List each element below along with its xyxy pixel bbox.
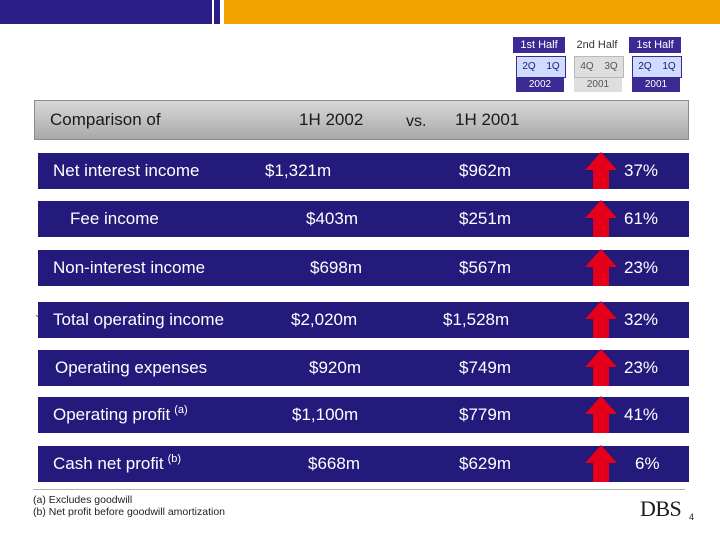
table-row xyxy=(38,153,689,189)
row-label: Net interest income xyxy=(53,153,199,189)
header-period-2002: 1H 2002 xyxy=(299,110,364,129)
change-percent: 61% xyxy=(624,209,659,228)
up-arrow-icon xyxy=(585,349,617,386)
top-bar-blue-small xyxy=(214,0,220,24)
legend-quarter: 2Q xyxy=(638,61,652,72)
top-bar-blue xyxy=(0,0,212,24)
stray-tick-mark: ` xyxy=(35,313,39,327)
legend-quarter: 4Q xyxy=(580,61,594,72)
change-percent: 32% xyxy=(624,310,659,329)
table-row xyxy=(38,250,689,286)
comparison-header xyxy=(34,100,689,140)
legend-year: 2001 xyxy=(632,78,680,92)
value-1h2002: $920m xyxy=(309,358,361,377)
legend-quarter: 1Q xyxy=(546,61,560,72)
value-1h2002: $1,100m xyxy=(292,405,359,424)
row-label-text: Operating profit xyxy=(53,405,171,424)
legend-2h2001-head: 2nd Half xyxy=(576,39,618,51)
row-label: Non-interest income xyxy=(53,250,205,286)
value-1h2001: $251m xyxy=(459,209,511,228)
header-period-2001: 1H 2001 xyxy=(455,110,520,129)
dbs-logo: DBS xyxy=(640,496,682,521)
top-bar-orange xyxy=(224,0,720,24)
value-1h2001: $629m xyxy=(459,454,511,473)
legend-1h2001-quarters: 2Q 1Q xyxy=(632,56,682,78)
value-1h2002: $668m xyxy=(308,454,360,473)
value-1h2001: $749m xyxy=(459,358,511,377)
legend-quarter: 1Q xyxy=(662,61,676,72)
row-label: Operating profit (a) xyxy=(53,397,188,433)
table-row xyxy=(38,201,689,237)
legend-quarter: 3Q xyxy=(604,61,618,72)
row-label-text: Cash net profit xyxy=(53,454,164,473)
up-arrow-icon xyxy=(585,396,617,433)
value-1h2002: $403m xyxy=(306,209,358,228)
legend-year: 2001 xyxy=(574,78,622,92)
legend-1h2002-head: 1st Half xyxy=(513,37,565,53)
change-percent: 37% xyxy=(624,161,659,180)
change-percent: 6% xyxy=(635,454,660,473)
legend-quarter: 2Q xyxy=(522,61,536,72)
legend-1h2002-quarters: 2Q 1Q xyxy=(516,56,566,78)
change-percent: 23% xyxy=(624,258,659,277)
header-comparison-label: Comparison of xyxy=(50,110,161,129)
footer-divider xyxy=(33,489,685,490)
table-row xyxy=(38,446,689,482)
table-row xyxy=(38,350,689,386)
page-number: 4 xyxy=(689,512,695,522)
row-label: Cash net profit (b) xyxy=(53,446,181,482)
up-arrow-icon xyxy=(585,200,617,237)
row-label-text: Net interest income xyxy=(53,161,200,180)
legend-1h2001-head: 1st Half xyxy=(629,37,681,53)
footnote-a: (a) Excludes goodwill xyxy=(33,494,133,506)
change-percent: 41% xyxy=(624,405,659,424)
row-label-text: Fee income xyxy=(70,209,159,228)
row-footnote-ref: (a) xyxy=(174,404,188,417)
up-arrow-icon xyxy=(585,152,617,189)
row-label-text: Operating expenses xyxy=(55,358,208,377)
table-row xyxy=(38,302,689,338)
table-row xyxy=(38,397,689,433)
header-vs: vs. xyxy=(406,113,427,130)
change-percent: 23% xyxy=(624,358,659,377)
row-label-text: Non-interest income xyxy=(53,258,206,277)
value-1h2002: $1,321m xyxy=(265,161,332,180)
legend-2h2001-quarters: 4Q 3Q xyxy=(574,56,624,78)
row-label: Operating expenses xyxy=(55,350,207,386)
value-1h2001: $962m xyxy=(459,161,511,180)
up-arrow-icon xyxy=(585,249,617,286)
value-1h2002: $698m xyxy=(310,258,362,277)
up-arrow-icon xyxy=(585,445,617,482)
value-1h2001: $779m xyxy=(459,405,511,424)
row-label-text: Total operating income xyxy=(53,310,225,329)
up-arrow-icon xyxy=(585,301,617,338)
value-1h2001: $567m xyxy=(459,258,511,277)
value-1h2002: $2,020m xyxy=(291,310,358,329)
legend-year: 2002 xyxy=(516,78,564,92)
row-footnote-ref: (b) xyxy=(167,453,182,466)
row-label: Total operating income xyxy=(53,302,224,338)
value-1h2001: $1,528m xyxy=(443,310,510,329)
row-label: Fee income xyxy=(70,201,159,237)
footnote-b: (b) Net profit before goodwill amortizat… xyxy=(33,506,226,518)
